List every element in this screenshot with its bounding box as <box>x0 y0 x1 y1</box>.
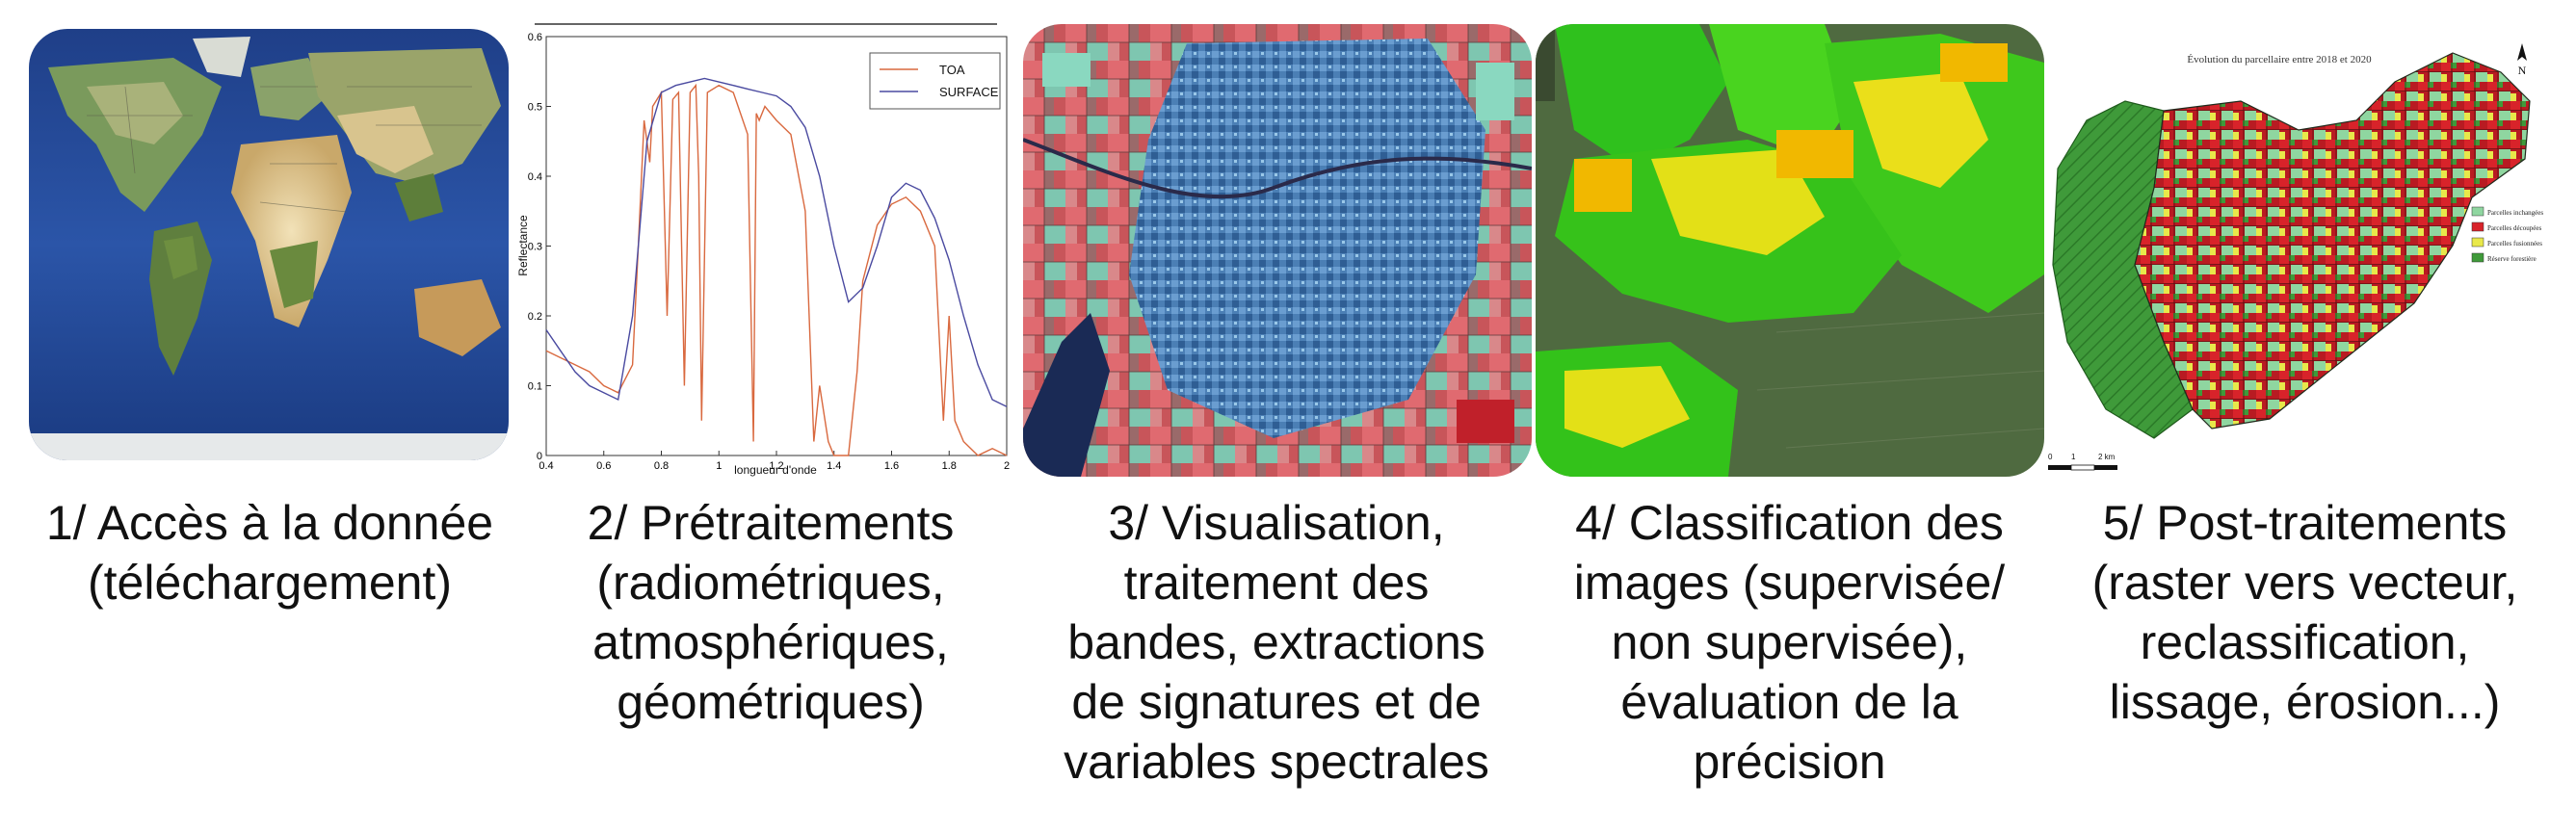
scale-1: 1 <box>2071 453 2076 461</box>
x-tick-label: 1.4 <box>827 460 841 472</box>
x-tick-label: 0.6 <box>596 460 611 472</box>
y-tick-label: 0.5 <box>528 102 542 114</box>
scale-0: 0 <box>2048 453 2053 461</box>
caption-line: non supervisée), <box>1611 615 1968 669</box>
x-tick-label: 1.6 <box>884 460 899 472</box>
parcels-area <box>2134 52 2531 430</box>
x-tick-label: 1.2 <box>769 460 783 472</box>
world-map-image <box>29 29 509 460</box>
caption-line: précision <box>1693 735 1886 789</box>
caption-step-5: 5/ Post-traitements (raster vers vecteur… <box>2047 493 2563 732</box>
north-arrow-icon: N <box>2518 64 2527 77</box>
caption-line: 1/ Accès à la donnée <box>45 496 494 550</box>
caption-line: de signatures et de <box>1071 675 1482 729</box>
caption-line: 3/ Visualisation, <box>1108 496 1445 550</box>
legend-swatch <box>2471 252 2484 263</box>
caption-step-2: 2/ Prétraitements (radiométriques, atmos… <box>520 493 1021 732</box>
series-line-toa <box>545 83 1008 456</box>
chart-xlabel: longueur d'onde <box>734 463 817 477</box>
caption-line: (radiométriques, <box>596 556 945 610</box>
caption-line: 4/ Classification des <box>1575 496 2004 550</box>
y-tick-label: 0.1 <box>528 381 542 393</box>
series-line-surface <box>545 77 1008 407</box>
legend-label: Parcelles découpées <box>2487 224 2541 232</box>
caption-line: images (supervisée/ <box>1573 556 2006 610</box>
y-tick-label: 0.4 <box>528 171 542 183</box>
reflectance-chart: 0.4 0.6 0.8 1 1.2 1.4 1.6 1.8 2 0 0.1 0.2 0.3 0.4 0.5 0… <box>515 19 1016 477</box>
scale-bar: 0 1 2 km <box>2048 453 2117 471</box>
classification-map <box>1536 24 2044 477</box>
caption-line: géométriques) <box>617 675 925 729</box>
x-tick-label: 1.8 <box>942 460 957 472</box>
chart-legend: TOA SURFACE <box>869 52 1001 110</box>
y-tick-label: 0.6 <box>528 32 542 43</box>
caption-line: lissage, érosion...) <box>2109 675 2501 729</box>
y-tick-label: 0.3 <box>528 242 542 253</box>
caption-line: bandes, extractions <box>1067 615 1485 669</box>
caption-line: reclassification, <box>2140 615 2470 669</box>
legend-toa: TOA <box>939 63 965 77</box>
legend-surface: SURFACE <box>939 85 999 99</box>
legend-swatch <box>2471 237 2484 247</box>
caption-step-4: 4/ Classification des images (supervisée… <box>1532 493 2047 792</box>
parcel-evolution-map: Évolution du parcellaire entre 2018 et 2… <box>2048 24 2553 477</box>
legend-label: Réserve forestière <box>2487 255 2537 263</box>
x-tick-label: 0.8 <box>654 460 669 472</box>
caption-step-3: 3/ Visualisation, traitement des bandes,… <box>1021 493 1532 792</box>
x-tick-label: 0.4 <box>539 460 553 472</box>
caption-line: 5/ Post-traitements <box>2102 496 2508 550</box>
caption-line: (téléchargement) <box>88 556 452 610</box>
false-color-satellite-image <box>1023 24 1532 477</box>
scale-2: 2 km <box>2098 453 2116 461</box>
map-legend: Parcelles inchangées Parcelles découpées P… <box>2471 206 2543 263</box>
y-tick-label: 0 <box>537 451 542 462</box>
caption-line: atmosphériques, <box>592 615 949 669</box>
legend-swatch <box>2471 221 2484 232</box>
map-title: Évolution du parcellaire entre 2018 et 2… <box>2187 54 2372 65</box>
caption-line: variables spectrales <box>1064 735 1489 789</box>
y-tick-label: 0.2 <box>528 311 542 323</box>
legend-label: Parcelles inchangées <box>2487 209 2543 217</box>
x-tick-label: 1 <box>716 460 722 472</box>
caption-line: 2/ Prétraitements <box>587 496 955 550</box>
caption-line: (raster vers vecteur, <box>2091 556 2518 610</box>
caption-line: traitement des <box>1123 556 1430 610</box>
caption-step-1: 1/ Accès à la donnée (téléchargement) <box>19 493 520 612</box>
legend-swatch <box>2471 206 2484 217</box>
caption-line: évaluation de la <box>1620 675 1958 729</box>
chart-ylabel: Reflectance <box>516 215 530 276</box>
x-tick-label: 2 <box>1004 460 1010 472</box>
legend-label: Parcelles fusionnées <box>2487 240 2542 247</box>
